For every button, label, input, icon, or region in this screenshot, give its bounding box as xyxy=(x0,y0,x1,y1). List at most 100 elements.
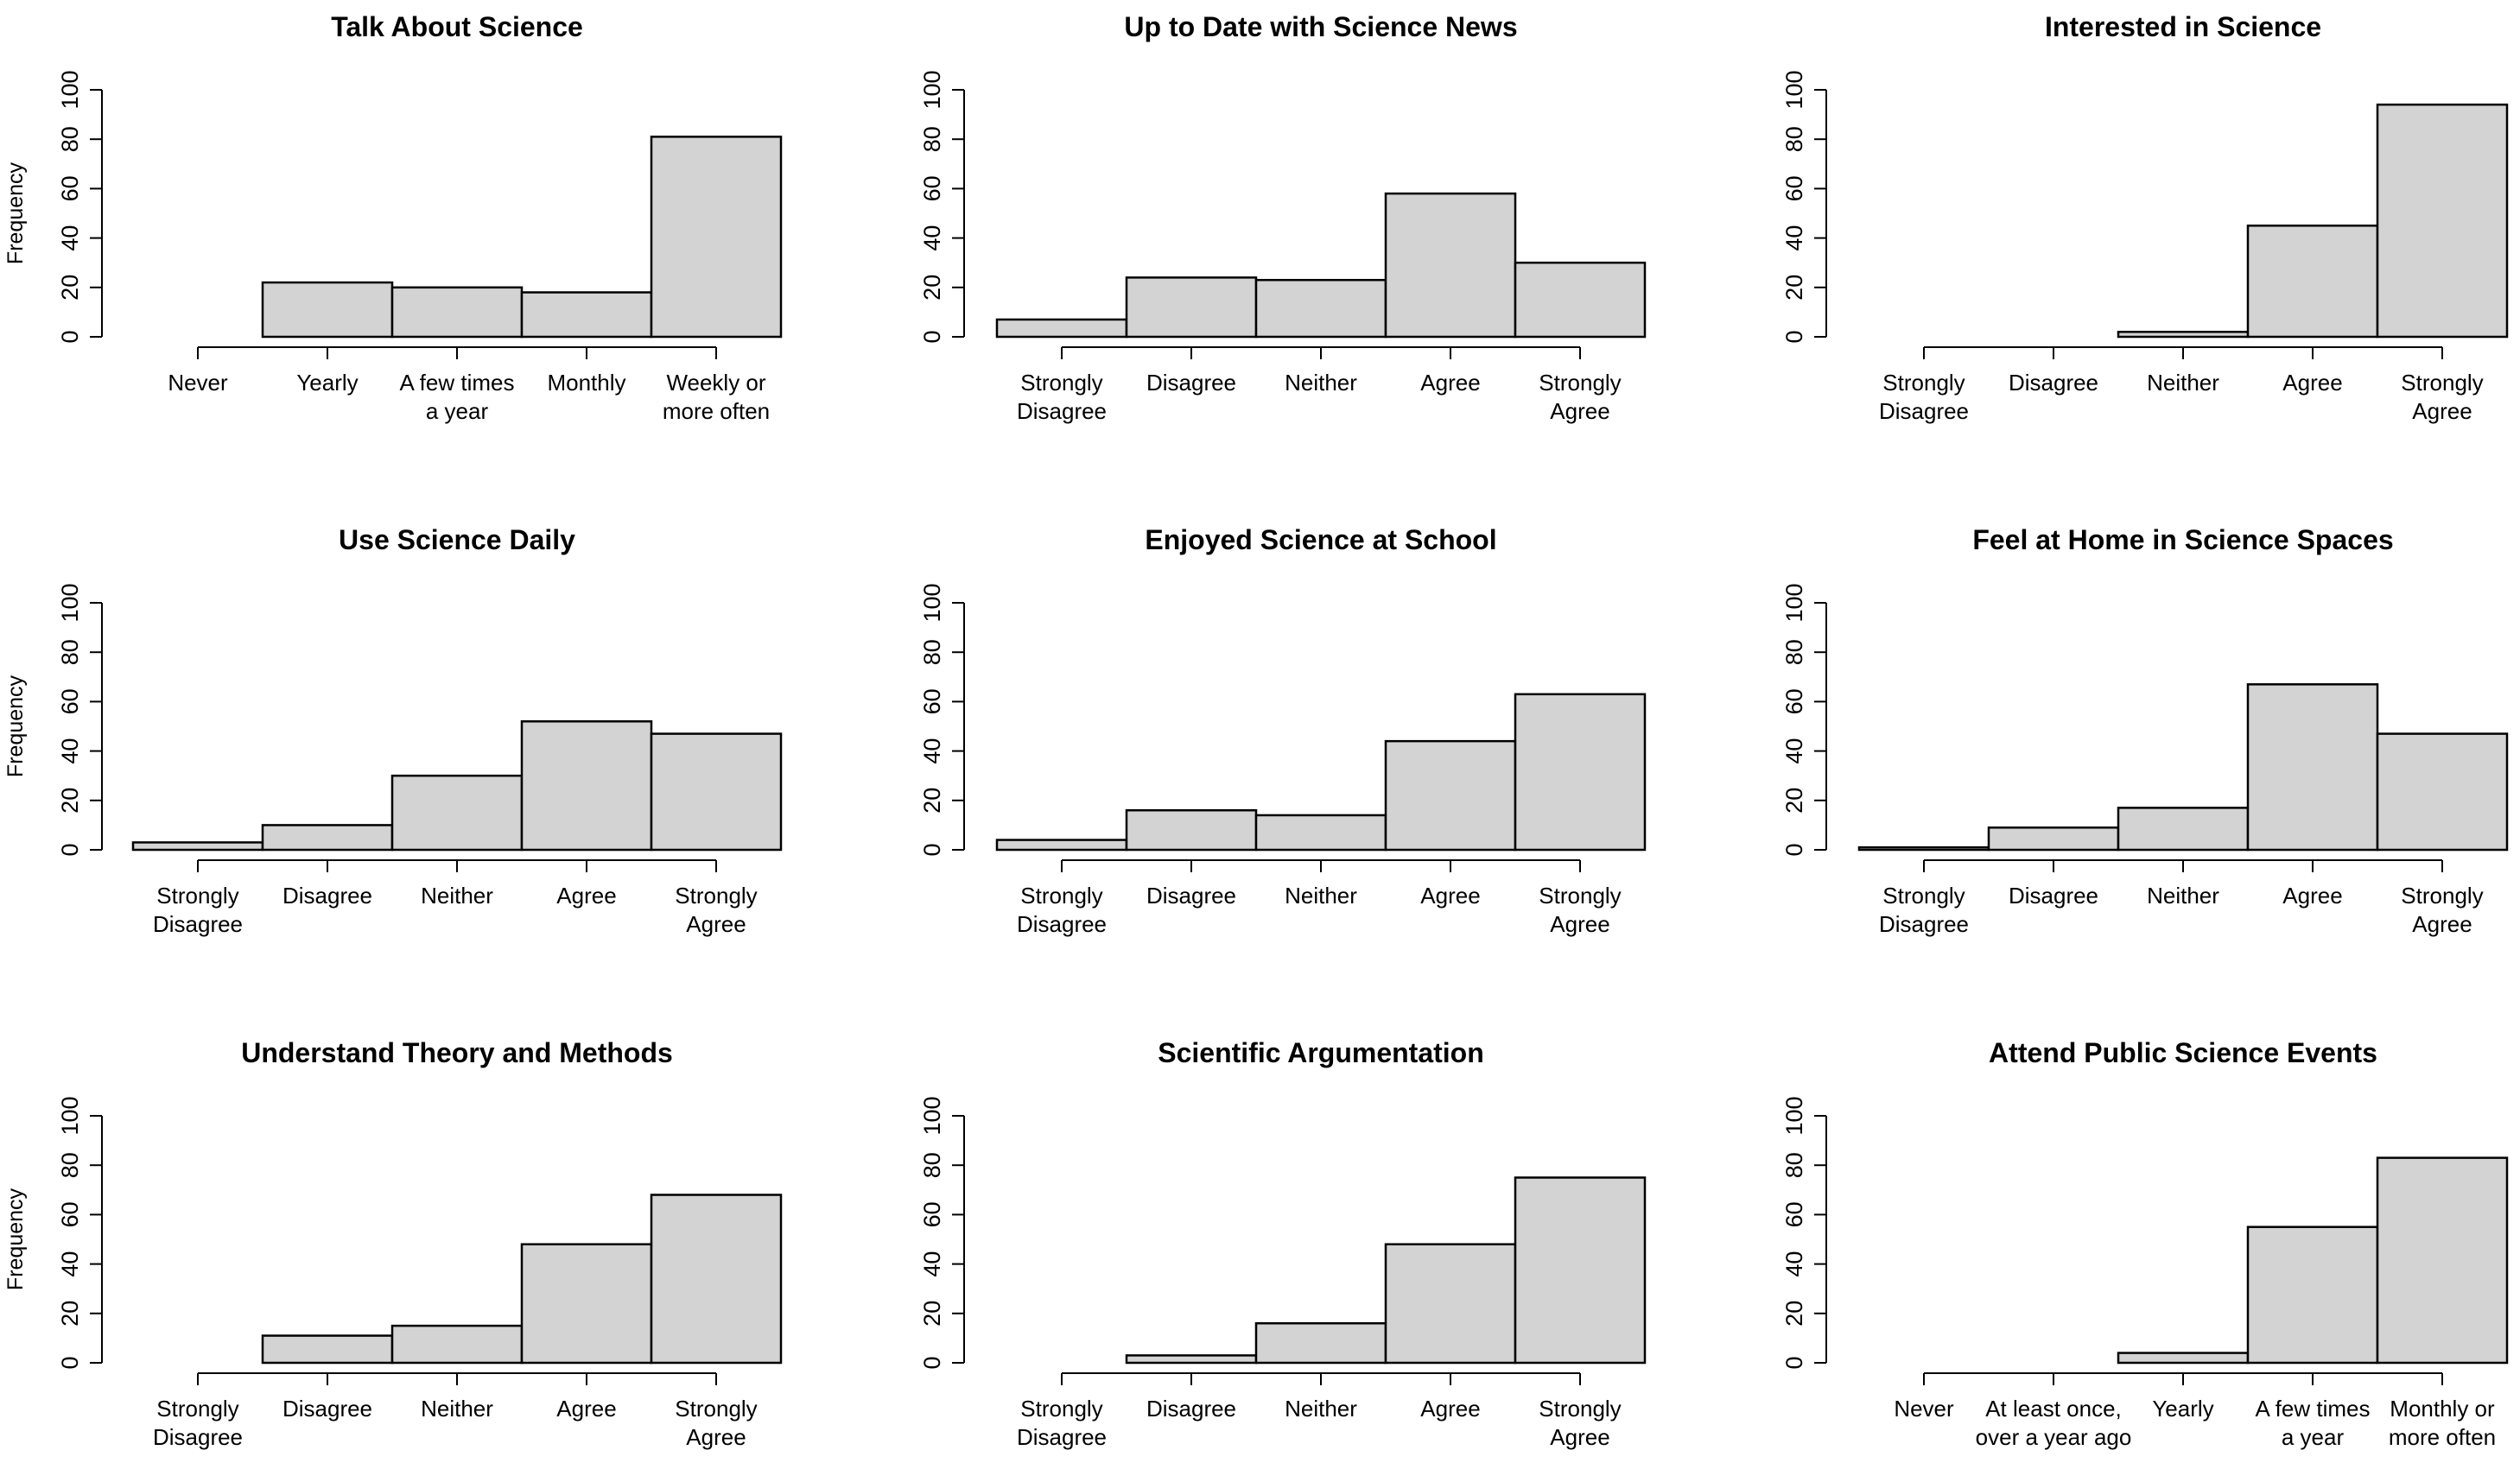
y-tick-label: 20 xyxy=(57,275,83,301)
bar xyxy=(2376,1156,2509,1365)
x-tick-label: Agree xyxy=(686,1424,746,1450)
bar xyxy=(995,318,1128,339)
y-tick-label: 100 xyxy=(919,583,945,622)
bar xyxy=(1384,739,1517,852)
x-tick-label: Neither xyxy=(421,883,493,909)
bar xyxy=(2117,807,2250,852)
y-tick-label: 60 xyxy=(1781,688,1807,714)
x-tick-label: At least once, xyxy=(1985,1396,2122,1422)
y-tick-label: 60 xyxy=(919,175,945,201)
chart-panel-1: Talk About Science 0 20 40 60 80 100 Frequency N… xyxy=(3,11,783,424)
chart-panel-8: Scientific Argumentation 0 20 40 60 80 100 Stro… xyxy=(919,1037,1647,1450)
bar xyxy=(1125,276,1258,339)
y-tick-label: 0 xyxy=(1781,843,1807,856)
y-tick-label: 60 xyxy=(57,1201,83,1227)
x-tick-label: A few times xyxy=(2256,1396,2371,1422)
y-axis-label: Frequency xyxy=(3,1188,28,1290)
chart-title: Feel at Home in Science Spaces xyxy=(1972,524,2393,555)
x-tick-label: a year xyxy=(2282,1424,2345,1450)
y-tick-label: 40 xyxy=(919,225,945,251)
bar xyxy=(1125,808,1258,852)
x-tick-label: Agree xyxy=(556,883,616,909)
y-tick-label: 80 xyxy=(919,126,945,152)
x-tick-label: Neither xyxy=(1285,1396,1357,1422)
y-tick-label: 60 xyxy=(1781,1201,1807,1227)
bar xyxy=(1254,278,1387,339)
y-tick-label: 60 xyxy=(919,688,945,714)
y-tick-label: 60 xyxy=(57,688,83,714)
y-tick-label: 20 xyxy=(57,1301,83,1327)
y-tick-label: 80 xyxy=(1781,639,1807,665)
x-tick-label: Agree xyxy=(1420,883,1480,909)
x-tick-label: Agree xyxy=(2412,911,2472,937)
bar xyxy=(390,774,524,852)
x-tick-label: over a year ago xyxy=(1976,1424,2132,1450)
chart-title: Attend Public Science Events xyxy=(1989,1037,2377,1068)
x-tick-label: Agree xyxy=(1550,398,1609,424)
x-tick-label: Yearly xyxy=(296,370,358,396)
x-tick-label: Strongly xyxy=(1020,883,1102,909)
y-tick-label: 0 xyxy=(57,330,83,343)
x-tick-label: more often xyxy=(663,398,770,424)
y-tick-label: 80 xyxy=(57,1152,83,1178)
y-tick-label: 20 xyxy=(919,788,945,814)
y-tick-label: 80 xyxy=(1781,126,1807,152)
x-tick-label: Disagree xyxy=(1017,1424,1107,1450)
bar xyxy=(390,286,524,339)
y-tick-label: 40 xyxy=(919,1251,945,1277)
chart-title: Enjoyed Science at School xyxy=(1145,524,1496,555)
chart-panel-2: Up to Date with Science News 0 20 40 60 80 100… xyxy=(919,11,1647,424)
chart-panel-5: Enjoyed Science at School 0 20 40 60 80 100 Str… xyxy=(919,524,1647,937)
bar xyxy=(650,136,783,339)
y-tick-label: 40 xyxy=(57,1251,83,1277)
chart-title: Up to Date with Science News xyxy=(1124,11,1517,42)
x-tick-label: Agree xyxy=(1550,911,1609,937)
y-tick-label: 100 xyxy=(1781,70,1807,109)
y-tick-label: 80 xyxy=(57,126,83,152)
y-axis-label: Frequency xyxy=(3,674,28,777)
x-tick-label: Agree xyxy=(1420,1396,1480,1422)
y-tick-label: 0 xyxy=(919,330,945,343)
bar xyxy=(261,824,394,852)
x-tick-label: Monthly or xyxy=(2390,1396,2495,1422)
y-tick-label: 40 xyxy=(1781,1251,1807,1277)
x-tick-label: Disagree xyxy=(1146,883,1236,909)
bar xyxy=(995,839,1128,852)
bar xyxy=(650,1194,783,1365)
chart-title: Understand Theory and Methods xyxy=(241,1037,673,1068)
bar xyxy=(1384,1243,1517,1365)
bar xyxy=(1125,1354,1258,1365)
x-tick-label: Neither xyxy=(421,1396,493,1422)
x-tick-label: Agree xyxy=(2282,370,2342,396)
x-tick-label: Strongly xyxy=(1882,883,1965,909)
y-tick-label: 80 xyxy=(919,639,945,665)
bar xyxy=(1514,693,1647,852)
chart-panel-4: Use Science Daily 0 20 40 60 80 100 Frequency St… xyxy=(3,524,783,937)
y-tick-label: 60 xyxy=(1781,175,1807,201)
x-tick-label: Neither xyxy=(2147,883,2219,909)
x-tick-label: Disagree xyxy=(2009,370,2098,396)
x-tick-label: Yearly xyxy=(2152,1396,2213,1422)
chart-title: Use Science Daily xyxy=(339,524,575,555)
y-tick-label: 60 xyxy=(57,175,83,201)
y-tick-label: 20 xyxy=(1781,275,1807,301)
x-tick-label: Strongly xyxy=(1020,1396,1102,1422)
x-tick-label: Disagree xyxy=(153,911,243,937)
y-tick-label: 40 xyxy=(919,738,945,764)
x-tick-label: Weekly or xyxy=(666,370,765,396)
bar xyxy=(1514,261,1647,339)
x-tick-label: Agree xyxy=(2282,883,2342,909)
bar xyxy=(520,1243,653,1365)
bar xyxy=(390,1324,524,1365)
chart-panel-9: Attend Public Science Events 0 20 40 60 80 100… xyxy=(1781,1037,2509,1450)
bar xyxy=(131,841,264,852)
y-tick-label: 100 xyxy=(57,70,83,109)
x-tick-label: Strongly xyxy=(1539,1396,1621,1422)
x-tick-label: Strongly xyxy=(1539,370,1621,396)
y-tick-label: 80 xyxy=(57,639,83,665)
x-tick-label: more often xyxy=(2389,1424,2496,1450)
bar xyxy=(261,281,394,339)
y-tick-label: 80 xyxy=(919,1152,945,1178)
y-tick-label: 20 xyxy=(1781,788,1807,814)
bar xyxy=(1987,826,2120,852)
